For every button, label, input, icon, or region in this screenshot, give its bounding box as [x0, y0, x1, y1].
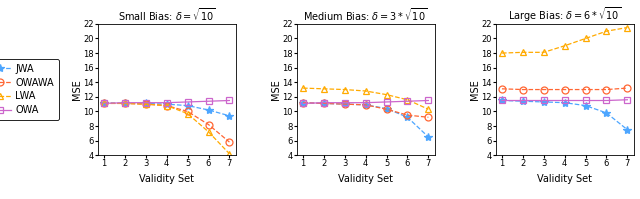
Y-axis label: MSE: MSE	[470, 79, 479, 100]
Legend: JWA, OWAWA, LWA, OWA: JWA, OWAWA, LWA, OWA	[0, 59, 59, 120]
X-axis label: Validity Set: Validity Set	[140, 174, 195, 184]
X-axis label: Validity Set: Validity Set	[537, 174, 592, 184]
Title: Large Bias: $\delta = 6 * \sqrt{10}$: Large Bias: $\delta = 6 * \sqrt{10}$	[508, 5, 621, 24]
Y-axis label: MSE: MSE	[271, 79, 280, 100]
Y-axis label: MSE: MSE	[72, 79, 82, 100]
Title: Medium Bias: $\delta = 3 * \sqrt{10}$: Medium Bias: $\delta = 3 * \sqrt{10}$	[303, 7, 428, 23]
Title: Small Bias: $\delta = \sqrt{10}$: Small Bias: $\delta = \sqrt{10}$	[118, 7, 216, 23]
X-axis label: Validity Set: Validity Set	[338, 174, 393, 184]
